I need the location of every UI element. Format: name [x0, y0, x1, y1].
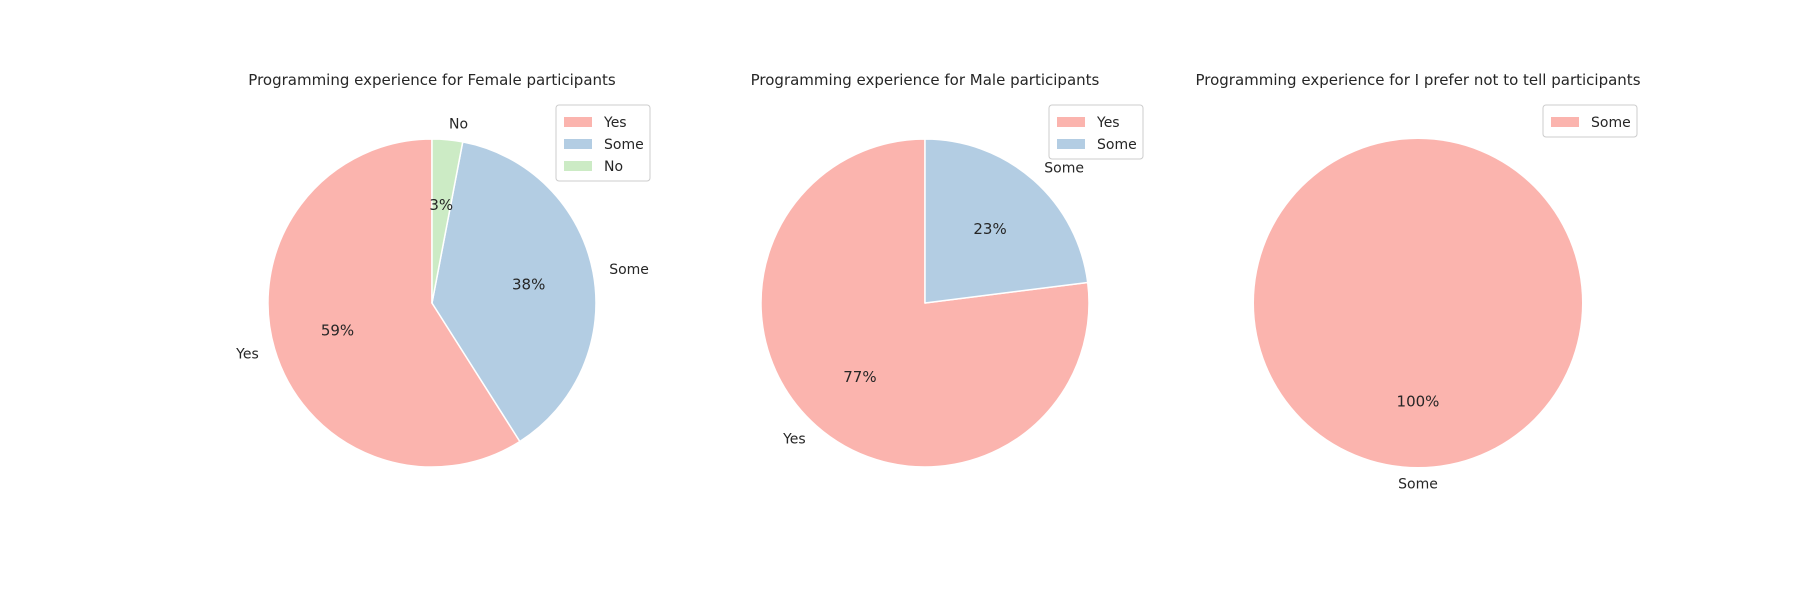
chart-title: Programming experience for Female partic… [248, 71, 616, 89]
pie-chart-1: Programming experience for Female partic… [235, 71, 651, 468]
slice-percent-label: 3% [429, 196, 453, 214]
legend-swatch-some [1057, 139, 1085, 149]
legend-swatch-some [564, 139, 592, 149]
legend-frame [1542, 104, 1638, 138]
pie-slice-some [1254, 139, 1582, 467]
legend-swatch-no [564, 161, 592, 171]
legend-label: Yes [603, 115, 627, 131]
legend-swatch-yes [1057, 117, 1085, 127]
legend-swatch-yes [564, 117, 592, 127]
pie-slice-some [431, 141, 597, 443]
pie-slice-no [431, 138, 464, 304]
pie-slice-some [924, 138, 1089, 304]
chart-legend: Yes Some No [555, 104, 651, 182]
chart-legend: Some [1542, 104, 1638, 138]
slice-category-label: Some [1398, 476, 1438, 492]
legend-label: Some [1097, 137, 1137, 153]
pie-chart-3: Programming experience for I prefer not … [1195, 71, 1640, 492]
legend-label: Yes [1096, 115, 1120, 131]
pie-slice-yes [267, 138, 521, 468]
pie-slice-yes [760, 138, 1090, 468]
chart-title: Programming experience for Male particip… [751, 71, 1100, 89]
slice-category-label: Yes [782, 431, 806, 447]
slice-percent-label: 77% [843, 368, 876, 386]
slice-percent-label: 38% [512, 276, 545, 294]
slice-percent-label: 23% [973, 220, 1006, 238]
chart-legend: Yes Some [1048, 104, 1144, 160]
slice-category-label: Yes [235, 346, 259, 362]
slice-category-label: Some [609, 262, 649, 278]
slice-category-label: Some [1044, 161, 1084, 177]
slice-percent-label: 59% [321, 321, 354, 339]
slice-percent-label: 100% [1397, 392, 1440, 410]
slice-category-label: No [449, 116, 468, 132]
chart-title: Programming experience for I prefer not … [1195, 71, 1640, 89]
legend-label: No [604, 159, 623, 175]
legend-label: Some [604, 137, 644, 153]
legend-label: Some [1591, 115, 1631, 131]
legend-swatch-some [1551, 117, 1579, 127]
pie-chart-2: Programming experience for Male particip… [751, 71, 1144, 468]
